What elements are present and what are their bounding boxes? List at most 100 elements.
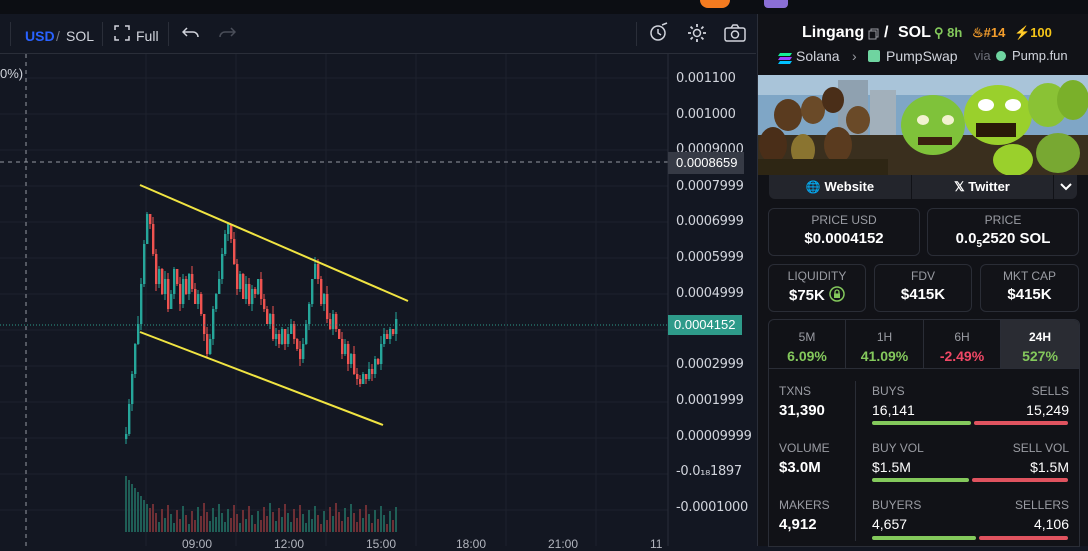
more-links-button[interactable] [1053,175,1078,199]
alert-clock-icon[interactable] [648,22,670,47]
candle [218,279,221,294]
volume-bar [329,507,331,532]
chain-link[interactable]: Solana [796,48,840,64]
notification-badge[interactable] [700,0,730,8]
candle [329,319,332,329]
volume-bar [131,484,133,532]
time-tick: 09:00 [182,537,213,551]
top-strip [0,0,1088,14]
candle [257,279,260,294]
volume-bar [266,516,268,532]
trendline-upper[interactable] [139,184,409,302]
makers-value: 4,912 [779,516,817,533]
volume-bar [365,505,367,532]
candle [200,294,203,314]
time-tick: 15:00 [366,537,397,551]
fullscreen-button[interactable]: Full [136,28,159,44]
volume-bar [389,511,391,532]
sellers-label: SELLERS [1014,498,1069,512]
price-tick: 0.0006999 [676,214,744,229]
candle [338,329,341,339]
fdv-value: $415K [900,286,946,303]
volume-label: VOLUME [779,441,830,455]
tab-6h[interactable]: 6H -2.49% [924,320,1001,368]
fdv-label: FDV [911,269,935,283]
sell-vol-value: $1.5M [1030,459,1069,475]
volume-bar [194,520,196,532]
candle [284,329,287,344]
price-chart[interactable] [0,54,756,546]
twitter-button[interactable]: 𝕏 Twitter [912,175,1052,199]
pair-quote: SOL [898,24,931,41]
tab-5m[interactable]: 5M 6.09% [769,320,846,368]
currency-usd-toggle[interactable]: USD [25,28,55,44]
candle [242,274,245,299]
candle [371,369,374,374]
liquidity-card: LIQUIDITY $75K [768,264,866,312]
boost-badge[interactable]: ⚡100 [1014,25,1052,41]
candle [383,334,386,344]
gear-icon[interactable] [686,22,708,47]
candle [167,279,170,309]
current-price-tag: 0.0004152 [668,315,742,335]
camera-icon[interactable] [724,23,746,46]
sells-value: 15,249 [1026,402,1069,418]
volume-bar [224,522,226,532]
currency-sol-toggle[interactable]: SOL [66,28,95,44]
price-usd-value: $0.0004152 [804,230,884,247]
volume-bar [230,518,232,532]
candle [239,274,242,289]
liquidity-value: $75K [788,287,825,304]
volume-bar [215,517,217,532]
volume-bar [353,513,355,532]
trendline-lower[interactable] [139,331,384,426]
volume-bar [338,512,340,532]
dex-link[interactable]: PumpSwap [886,48,958,64]
copy-icon[interactable] [868,27,879,45]
candle [275,334,278,339]
time-tick: 18:00 [456,537,487,551]
redo-icon[interactable] [218,25,237,44]
candle [260,279,263,299]
candle [251,289,254,304]
candle [194,289,197,304]
volume-bar [200,516,202,532]
candlestick-chart[interactable] [0,54,756,546]
flame-icon: ♨ [972,25,984,40]
volume-bar [371,523,373,532]
candle [287,334,290,344]
website-button[interactable]: 🌐 Website [769,175,912,199]
volume-bar [164,518,166,532]
volume-bar [221,513,223,532]
fullscreen-icon[interactable] [114,25,130,44]
price-tick: 0.0005999 [676,250,744,265]
undo-icon[interactable] [181,25,200,44]
candle [182,279,185,304]
tab-change: 41.09% [860,348,909,364]
buy-vol-bar [872,478,969,482]
mktcap-label: MKT CAP [1002,269,1057,283]
launchpad-link[interactable]: Pump.fun [1012,48,1068,63]
volume-bar [206,512,208,532]
volume-bar [128,480,130,532]
candle [158,269,161,284]
candle [212,309,215,339]
price-sol-value: 0.052520 SOL [955,230,1051,250]
volume-bar [173,523,175,532]
volume-bar [233,505,235,532]
tab-24h[interactable]: 24H 527% [1001,320,1079,368]
volume-bar [161,509,163,532]
candle [263,299,266,309]
price-usd-card: PRICE USD $0.0004152 [768,208,920,256]
candle [254,289,257,294]
age-badge: ⚲ 8h [934,25,962,41]
candle [281,329,284,344]
candle [164,279,167,294]
candle [353,354,356,374]
lock-icon[interactable] [829,286,845,306]
tab-1h[interactable]: 1H 41.09% [846,320,924,368]
candle [278,334,281,344]
price-tick: 0.0002999 [676,357,744,372]
candle [374,359,377,374]
volume-bar [263,507,265,532]
